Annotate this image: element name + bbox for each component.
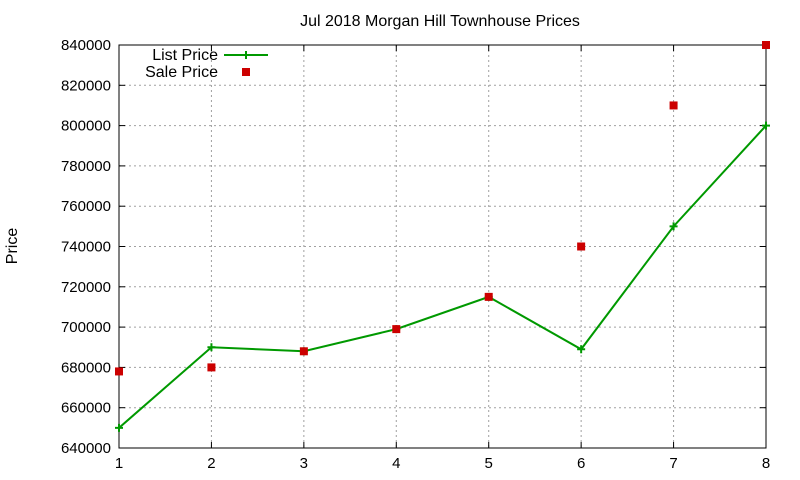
- legend-marker: [242, 68, 250, 76]
- data-point: [115, 423, 123, 432]
- data-point: [207, 343, 216, 352]
- y-tick-label: 740000: [61, 239, 111, 256]
- y-tick-label: 700000: [61, 319, 111, 336]
- data-point: [207, 363, 216, 372]
- y-tick-label: 780000: [61, 158, 111, 175]
- x-tick-label: 1: [115, 455, 123, 472]
- data-point: [762, 41, 770, 49]
- legend-label: List Price: [152, 47, 218, 64]
- x-tick-label: 5: [485, 455, 493, 472]
- data-point: [577, 345, 586, 354]
- data-point: [669, 222, 678, 231]
- y-tick-label: 660000: [61, 400, 111, 417]
- series-sale-price: [115, 41, 770, 376]
- data-point: [762, 121, 770, 130]
- series-line: [118, 124, 767, 429]
- chart-title: Jul 2018 Morgan Hill Townhouse Prices: [300, 13, 580, 30]
- grid-lines: [119, 45, 766, 448]
- x-tick-label: 2: [207, 455, 215, 472]
- y-tick-label: 760000: [61, 198, 111, 215]
- data-point: [669, 101, 678, 110]
- data-point: [577, 242, 586, 251]
- y-tick-label: 640000: [61, 440, 111, 457]
- y-tick-label: 840000: [61, 37, 111, 54]
- axis-ticks: 1 2 3 4 5 6 7 8 640000 660000 680000 700000 720000 74…: [61, 37, 770, 472]
- series-list-price: [115, 121, 770, 432]
- data-point: [392, 325, 401, 334]
- y-axis-label: Price: [4, 228, 21, 265]
- y-tick-label: 800000: [61, 118, 111, 135]
- x-tick-label: 6: [577, 455, 585, 472]
- legend-marker: [242, 51, 250, 59]
- legend-entry: List Price: [152, 47, 268, 64]
- y-tick-label: 720000: [61, 279, 111, 296]
- legend-label: Sale Price: [145, 64, 218, 81]
- legend-entry: Sale Price: [145, 64, 250, 81]
- data-point: [115, 367, 123, 376]
- x-tick-label: 7: [669, 455, 677, 472]
- data-point: [484, 292, 493, 301]
- x-tick-label: 3: [300, 455, 308, 472]
- y-tick-label: 680000: [61, 359, 111, 376]
- x-tick-label: 4: [392, 455, 400, 472]
- plot-frame: [118, 44, 767, 449]
- data-point: [299, 347, 308, 356]
- data-series: [115, 41, 770, 432]
- x-tick-label: 8: [762, 455, 770, 472]
- y-tick-label: 820000: [61, 77, 111, 94]
